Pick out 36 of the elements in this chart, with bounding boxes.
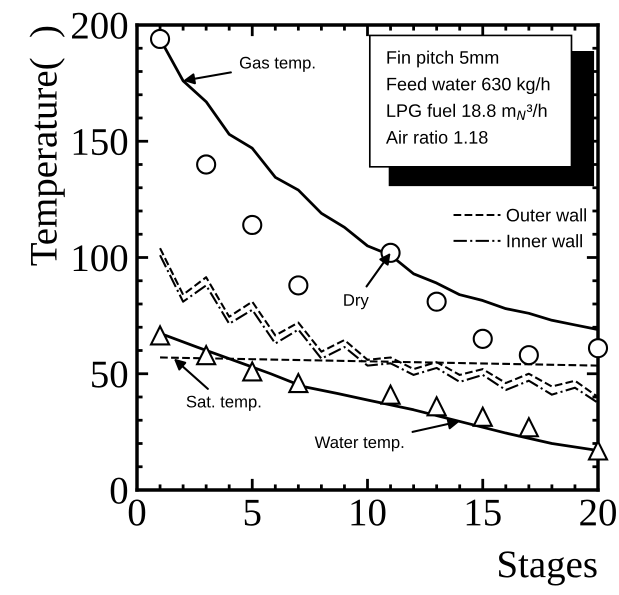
text: Fin pitch 5mm Feed water 630 kg/h LPG fuel 18.8 m$_{N}$³/h Air ratio 1.18 [386,50,550,144]
y-tick-label: 200 [72,12,128,39]
y-tick-label: 100 [74,245,128,272]
x-tick-label: 15 [466,500,501,526]
x-tick-label: 5 [244,500,260,526]
point [196,154,216,175]
point [150,28,170,50]
point [472,406,493,427]
point [472,328,493,349]
x-tick-label: 20 [580,499,616,526]
point [588,338,608,358]
point [380,384,401,405]
point [426,292,447,312]
x-tick-label: 0 [128,499,146,526]
y-axis-title: Temperature( ) [30,26,65,266]
legend-label: Inner wall [508,234,582,248]
y-tick-label: 50 [92,361,128,388]
annotation: Water temp. [314,436,404,452]
point [242,361,262,382]
annotation: Sat. temp. [186,396,260,411]
annotation: Dry [344,294,369,310]
point [242,214,262,236]
point [150,325,170,346]
y-tick-label: 0 [110,478,128,504]
legend-label: Outer wall [506,208,586,222]
x-tick-label: 10 [351,499,386,526]
point [288,275,308,296]
y-tick-label: 150 [74,128,128,156]
point [426,396,447,416]
point [196,345,216,366]
point [588,440,608,461]
annotation: Gas temp. [240,56,314,72]
x-axis-title: Stages [499,551,597,586]
point [288,372,308,394]
point [518,417,539,438]
point [518,345,539,366]
